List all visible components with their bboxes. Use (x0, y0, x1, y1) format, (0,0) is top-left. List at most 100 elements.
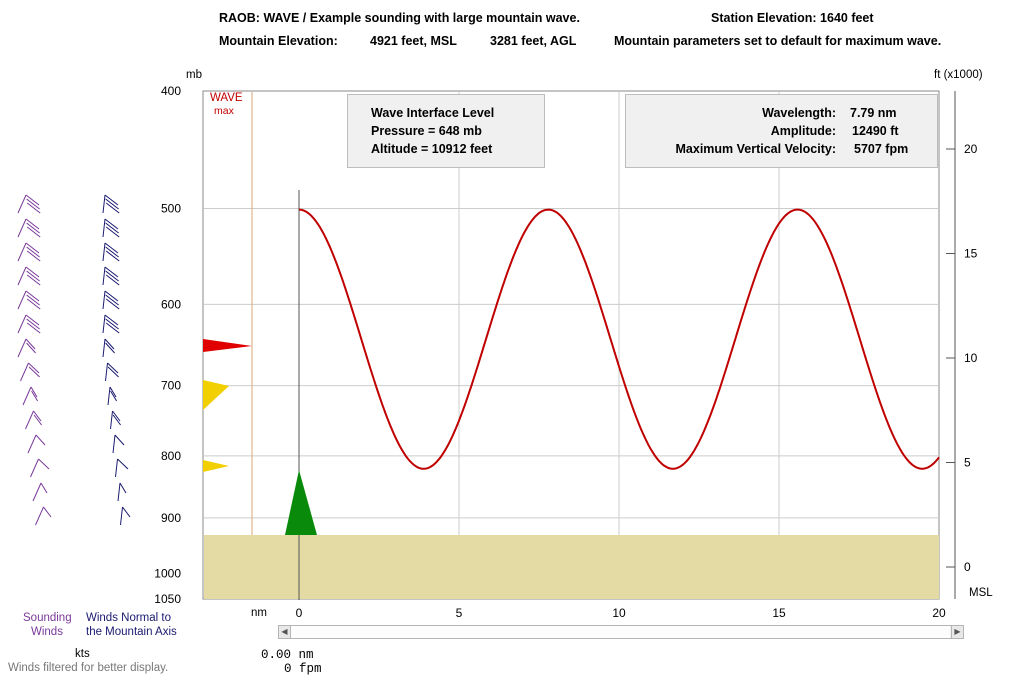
sounding-barb-feather (28, 366, 40, 378)
normal-barb-feather (119, 482, 127, 494)
normal-barb-feather (105, 298, 120, 310)
normal-barb-feather (105, 274, 120, 286)
terrain-ground (204, 535, 939, 599)
kts-label: kts (75, 648, 90, 660)
x-axis-tick-label: 10 (612, 606, 626, 620)
normal-barb-feather (105, 322, 120, 334)
left-axis-tick-label: 700 (161, 379, 181, 393)
sounding-barb-feather (30, 386, 38, 398)
scroll-left-arrow[interactable]: ◀ (279, 626, 291, 638)
sounding-barb-feather (26, 318, 40, 330)
left-axis-unit: mb (186, 69, 202, 81)
sounding-barb-shaft (17, 218, 27, 238)
normal-barb-feather (117, 458, 129, 470)
interface-flag-red (203, 339, 252, 352)
sounding-barb-shaft (17, 194, 27, 214)
msl-label: MSL (969, 587, 993, 599)
sounding-barb-feather (31, 390, 39, 402)
sounding-barb-feather (26, 294, 40, 306)
normal-barb-shaft (115, 458, 118, 478)
mountain-params-note: Mountain parameters set to default for m… (614, 34, 942, 48)
left-axis-tick-label: 900 (161, 511, 181, 525)
sounding-barb-feather (26, 322, 41, 334)
normal-barb-feather (105, 226, 120, 238)
normal-barb-shaft (102, 194, 106, 214)
sounding-barb-feather (26, 202, 41, 214)
normal-barb-feather (112, 410, 121, 422)
normal-barb-feather (105, 198, 119, 210)
x-axis-tick-label: 15 (772, 606, 786, 620)
level-flag-yellow-2 (203, 460, 229, 472)
sounding-barb-feather (40, 482, 48, 494)
plot-frame (202, 90, 940, 600)
normal-barb-feather (104, 218, 119, 230)
sounding-winds-label-1: Sounding (23, 612, 72, 624)
normal-barb-feather (112, 414, 121, 426)
sounding-barb-feather (43, 506, 52, 518)
normal-barb-feather (109, 386, 117, 398)
sounding-barb-feather (33, 410, 42, 422)
sounding-barb-shaft (20, 362, 29, 382)
normal-barb-shaft (102, 242, 106, 262)
normal-barb-shaft (110, 410, 113, 430)
left-axis-tick-label: 600 (161, 297, 181, 311)
right-axis-tick-label: 20 (964, 142, 978, 156)
normal-barb-shaft (107, 386, 111, 406)
sounding-barb-shaft (17, 338, 27, 358)
mountain-elevation-label: Mountain Elevation: (219, 34, 338, 48)
normal-barb-feather (104, 290, 119, 302)
mountain-peak-marker (285, 470, 317, 535)
x-axis-tick-label: 20 (932, 606, 946, 620)
wave-max-sublabel: max (214, 105, 234, 117)
normal-wind-barbs (102, 194, 131, 526)
sounding-barb-feather (26, 222, 40, 234)
sounding-barb-feather (25, 338, 36, 350)
sounding-barb-shaft (17, 314, 27, 334)
left-axis-tick-label: 800 (161, 449, 181, 463)
sounding-barb-feather (26, 226, 41, 238)
right-axis-tick-label: 15 (964, 247, 978, 261)
cursor-distance-readout: 0.00 nm (261, 648, 314, 662)
sounding-barb-feather (35, 434, 46, 446)
normal-barb-feather (110, 390, 118, 402)
horizontal-scrollbar[interactable]: ◀ ▶ (278, 625, 964, 639)
sounding-barb-feather (28, 362, 40, 374)
sounding-barb-shaft (17, 242, 27, 262)
normal-barb-feather (105, 202, 120, 214)
sounding-barb-shaft (25, 410, 34, 430)
normal-barb-feather (105, 222, 119, 234)
level-flag-yellow-1 (203, 380, 229, 410)
normal-barb-feather (105, 294, 119, 306)
max-vv-label: Maximum Vertical Velocity: (675, 142, 837, 156)
scroll-thumb[interactable] (291, 626, 950, 638)
wave-curve (298, 208, 940, 470)
sounding-barb-feather (25, 314, 40, 326)
winds-normal-label-1: Winds Normal to (86, 612, 171, 624)
sounding-barb-feather (26, 246, 40, 258)
sounding-barb-feather (33, 414, 42, 426)
normal-barb-feather (122, 506, 131, 518)
left-axis-tick-label: 500 (161, 201, 181, 215)
normal-barb-feather (104, 194, 119, 206)
wave-interface-title: Wave Interface Level (371, 106, 495, 120)
sounding-barb-feather (26, 250, 41, 262)
cursor-velocity-readout: 0 fpm (284, 662, 322, 676)
normal-barb-feather (104, 242, 119, 254)
max-vv-value: 5707 fpm (854, 142, 909, 156)
normal-barb-feather (105, 250, 120, 262)
sounding-barb-shaft (17, 266, 27, 286)
normal-barb-shaft (102, 314, 106, 334)
scroll-right-arrow[interactable]: ▶ (951, 626, 963, 638)
normal-barb-feather (104, 314, 119, 326)
normal-barb-shaft (105, 362, 108, 382)
sounding-wind-barbs (17, 194, 52, 526)
sounding-barb-feather (25, 266, 40, 278)
sounding-barb-feather (26, 270, 40, 282)
normal-barb-feather (105, 342, 115, 354)
x-axis-unit: nm (251, 607, 267, 619)
left-axis: 400 500 600 700 800 900 1000 1050 (154, 84, 181, 606)
wave-interface-box: Wave Interface Level Pressure = 648 mb A… (347, 94, 545, 168)
normal-barb-feather (105, 270, 119, 282)
winds-normal-label-2: the Mountain Axis (86, 626, 177, 638)
